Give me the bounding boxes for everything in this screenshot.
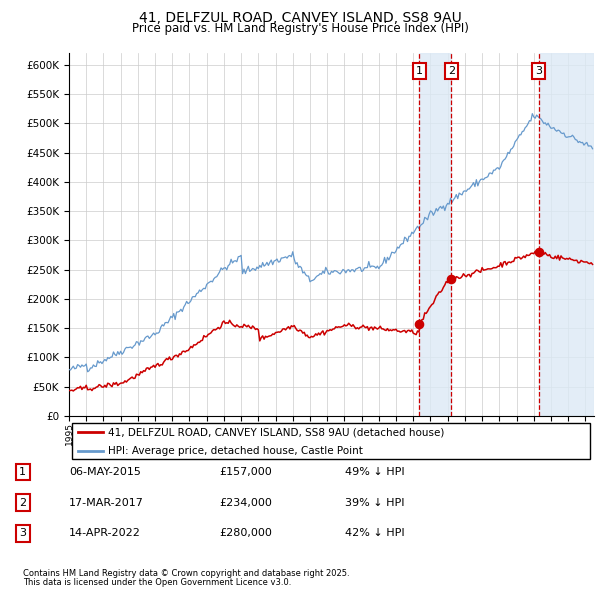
Text: 1: 1 xyxy=(416,66,423,76)
Text: 17-MAR-2017: 17-MAR-2017 xyxy=(69,498,144,507)
Text: 41, DELFZUL ROAD, CANVEY ISLAND, SS8 9AU (detached house): 41, DELFZUL ROAD, CANVEY ISLAND, SS8 9AU… xyxy=(109,427,445,437)
FancyBboxPatch shape xyxy=(71,423,590,460)
Text: 3: 3 xyxy=(535,66,542,76)
Point xyxy=(446,274,456,284)
Text: 42% ↓ HPI: 42% ↓ HPI xyxy=(345,529,404,538)
Text: 49% ↓ HPI: 49% ↓ HPI xyxy=(345,467,404,477)
Text: £157,000: £157,000 xyxy=(219,467,272,477)
Text: Contains HM Land Registry data © Crown copyright and database right 2025.: Contains HM Land Registry data © Crown c… xyxy=(23,569,349,578)
Point xyxy=(534,247,544,257)
Text: 1: 1 xyxy=(19,467,26,477)
Text: 2: 2 xyxy=(448,66,455,76)
Text: 39% ↓ HPI: 39% ↓ HPI xyxy=(345,498,404,507)
Text: This data is licensed under the Open Government Licence v3.0.: This data is licensed under the Open Gov… xyxy=(23,578,291,587)
Text: Price paid vs. HM Land Registry's House Price Index (HPI): Price paid vs. HM Land Registry's House … xyxy=(131,22,469,35)
Text: 3: 3 xyxy=(19,529,26,538)
Text: 06-MAY-2015: 06-MAY-2015 xyxy=(69,467,141,477)
Text: 2: 2 xyxy=(19,498,26,507)
Text: £280,000: £280,000 xyxy=(219,529,272,538)
Text: 41, DELFZUL ROAD, CANVEY ISLAND, SS8 9AU: 41, DELFZUL ROAD, CANVEY ISLAND, SS8 9AU xyxy=(139,11,461,25)
Bar xyxy=(419,53,451,416)
Text: HPI: Average price, detached house, Castle Point: HPI: Average price, detached house, Cast… xyxy=(109,445,363,455)
Text: 14-APR-2022: 14-APR-2022 xyxy=(69,529,141,538)
Bar xyxy=(539,53,594,416)
Text: £234,000: £234,000 xyxy=(219,498,272,507)
Point xyxy=(415,319,424,329)
